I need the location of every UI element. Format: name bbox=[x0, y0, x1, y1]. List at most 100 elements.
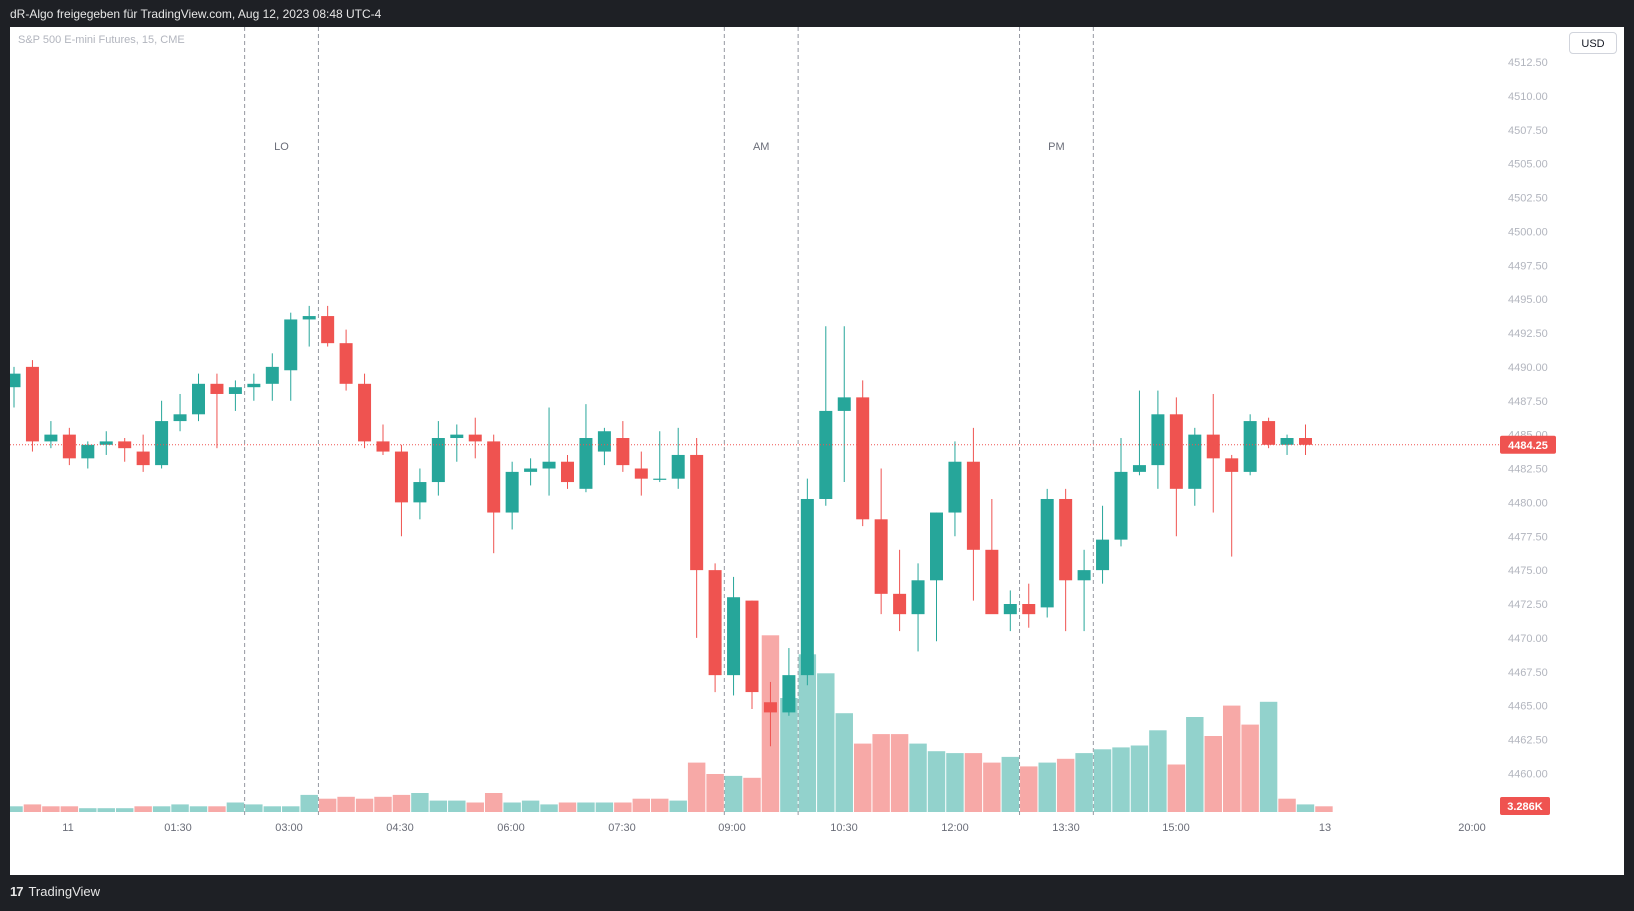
volume-bar bbox=[1241, 724, 1259, 812]
candle-body[interactable] bbox=[431, 438, 445, 483]
candle-body[interactable] bbox=[468, 434, 482, 442]
candle-body[interactable] bbox=[1059, 498, 1073, 581]
candle-body[interactable] bbox=[1299, 438, 1312, 445]
candle-body[interactable] bbox=[653, 478, 667, 480]
candle-body[interactable] bbox=[62, 434, 76, 459]
volume-bar bbox=[632, 798, 651, 812]
candle-body[interactable] bbox=[930, 512, 943, 581]
candle-body[interactable] bbox=[690, 454, 704, 571]
candle-body[interactable] bbox=[893, 593, 907, 615]
y-tick-label: 4480.00 bbox=[1508, 497, 1548, 509]
volume-bar bbox=[595, 802, 614, 812]
y-tick-label: 4460.00 bbox=[1508, 768, 1548, 780]
volume-bar bbox=[97, 808, 115, 812]
y-tick-label: 4472.50 bbox=[1508, 599, 1548, 611]
volume-bar bbox=[1186, 717, 1204, 812]
candle-body[interactable] bbox=[911, 580, 925, 615]
candle-body[interactable] bbox=[616, 438, 630, 466]
symbol-label: S&P 500 E-mini Futures, 15, CME bbox=[18, 34, 185, 46]
currency-button[interactable]: USD bbox=[1569, 32, 1617, 54]
candle-body[interactable] bbox=[81, 444, 95, 459]
candle-body[interactable] bbox=[210, 383, 224, 394]
candle-body[interactable] bbox=[1132, 465, 1146, 472]
candle-body[interactable] bbox=[155, 421, 169, 466]
candle-body[interactable] bbox=[339, 343, 353, 384]
candle-body[interactable] bbox=[542, 461, 556, 469]
candle-body[interactable] bbox=[394, 451, 408, 503]
candle-body[interactable] bbox=[487, 441, 501, 513]
volume-bar bbox=[10, 806, 23, 812]
candle-body[interactable] bbox=[413, 482, 427, 503]
candle-body[interactable] bbox=[228, 387, 242, 394]
volume-bar bbox=[60, 806, 79, 812]
x-tick-label: 03:00 bbox=[275, 822, 303, 834]
candle-body[interactable] bbox=[1225, 458, 1239, 472]
candle-body[interactable] bbox=[1262, 421, 1276, 445]
volume-bar bbox=[890, 734, 909, 812]
candle-body[interactable] bbox=[265, 366, 279, 384]
candle-body[interactable] bbox=[1280, 438, 1294, 445]
candle-body[interactable] bbox=[1188, 434, 1202, 489]
y-tick-label: 4497.50 bbox=[1508, 260, 1548, 272]
candle-body[interactable] bbox=[1151, 414, 1165, 466]
candle-body[interactable] bbox=[1077, 570, 1091, 581]
volume-bar bbox=[835, 713, 853, 812]
candle-body[interactable] bbox=[561, 461, 574, 483]
x-tick-label: 15:00 bbox=[1162, 822, 1190, 834]
candle-body[interactable] bbox=[284, 319, 298, 371]
candle-body[interactable] bbox=[819, 410, 833, 499]
candle-body[interactable] bbox=[192, 383, 205, 415]
candle-body[interactable] bbox=[782, 675, 796, 713]
candle-body[interactable] bbox=[1243, 421, 1257, 472]
chart-frame[interactable]: 4512.50 4510.00 4507.50 4505.00 4502.50 4500.… bbox=[10, 27, 1624, 875]
volume-bar bbox=[1315, 806, 1333, 812]
candle-body[interactable] bbox=[1206, 434, 1220, 459]
candle-body[interactable] bbox=[25, 366, 39, 442]
last-price-badge-text: 4484.25 bbox=[1508, 440, 1548, 452]
candle-body[interactable] bbox=[671, 454, 685, 479]
candle-body[interactable] bbox=[727, 597, 741, 676]
tradingview-logo-icon: 17 bbox=[10, 884, 24, 899]
y-tick-label: 4502.50 bbox=[1508, 193, 1548, 205]
candle-body[interactable] bbox=[708, 570, 722, 676]
candle-body[interactable] bbox=[505, 471, 519, 513]
chart-svg[interactable]: 4512.50 4510.00 4507.50 4505.00 4502.50 4500.… bbox=[10, 27, 1624, 875]
volume-bar bbox=[1130, 745, 1149, 812]
candle-body[interactable] bbox=[1096, 539, 1110, 571]
candle-body[interactable] bbox=[1022, 604, 1036, 615]
candle-body[interactable] bbox=[302, 316, 316, 320]
candle-body[interactable] bbox=[597, 431, 611, 452]
candle-body[interactable] bbox=[948, 461, 962, 513]
candle-body[interactable] bbox=[44, 434, 58, 442]
candle-body[interactable] bbox=[173, 414, 187, 422]
candle-body[interactable] bbox=[247, 383, 261, 388]
candle-body[interactable] bbox=[634, 468, 648, 479]
tradingview-logo[interactable]: 17 TradingView bbox=[10, 884, 100, 899]
candle-body[interactable] bbox=[10, 373, 21, 388]
candle-body[interactable] bbox=[1114, 471, 1128, 540]
candle-body[interactable] bbox=[1169, 414, 1183, 489]
volume-bar bbox=[669, 800, 687, 812]
candle-body[interactable] bbox=[837, 397, 851, 411]
candle-body[interactable] bbox=[450, 434, 464, 439]
candle-body[interactable] bbox=[99, 441, 113, 445]
candle-body[interactable] bbox=[579, 438, 593, 489]
candle-body[interactable] bbox=[376, 441, 390, 452]
candle-body[interactable] bbox=[358, 383, 372, 442]
candle-body[interactable] bbox=[763, 702, 777, 713]
candle-body[interactable] bbox=[745, 600, 759, 693]
y-tick-label: 4487.50 bbox=[1508, 396, 1548, 408]
session-label: LO bbox=[274, 141, 289, 153]
candle-body[interactable] bbox=[856, 397, 870, 520]
candle-body[interactable] bbox=[985, 549, 999, 615]
candle-body[interactable] bbox=[966, 461, 980, 550]
candle-body[interactable] bbox=[1040, 498, 1054, 608]
x-tick-label: 13 bbox=[1319, 822, 1331, 834]
candle-body[interactable] bbox=[524, 468, 538, 472]
candle-body[interactable] bbox=[321, 316, 335, 344]
candle-body[interactable] bbox=[874, 519, 888, 594]
candle-body[interactable] bbox=[800, 498, 814, 676]
candle-body[interactable] bbox=[1003, 604, 1017, 615]
candle-body[interactable] bbox=[136, 451, 150, 466]
bottom-bar: 17 TradingView bbox=[0, 875, 1634, 911]
